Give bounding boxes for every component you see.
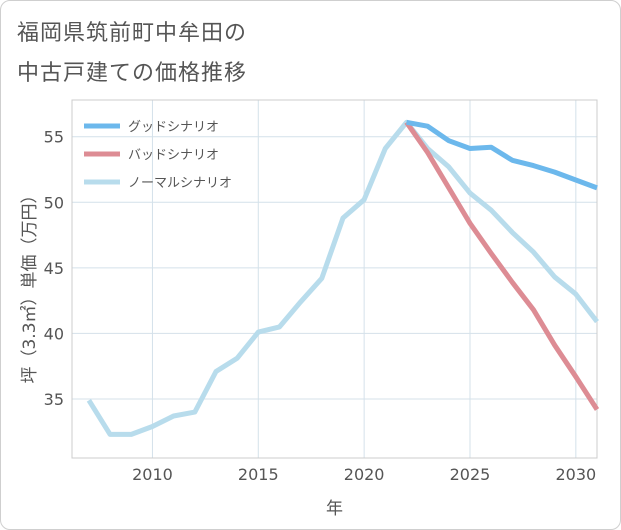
gridlines <box>72 100 597 458</box>
y-tick-label: 35 <box>44 390 64 409</box>
series-lines <box>86 119 600 437</box>
chart-title-line-1: 福岡県筑前町中牟田の <box>17 21 248 46</box>
y-tick-label: 50 <box>44 193 64 212</box>
legend-label: ノーマルシナリオ <box>128 176 232 191</box>
x-tick-label: 2025 <box>450 465 491 484</box>
y-axis-label: 坪（3.3㎡）単価（万円） <box>20 186 40 383</box>
x-tick-label: 2010 <box>132 465 173 484</box>
x-axis-label: 年 <box>326 499 343 519</box>
legend-label: バッドシナリオ <box>128 148 219 163</box>
x-tick-label: 2020 <box>344 465 385 484</box>
y-tick-label: 45 <box>44 259 64 278</box>
x-tick-label: 2030 <box>555 465 596 484</box>
series-line-0 <box>406 119 598 191</box>
series-line-2 <box>86 119 599 437</box>
series-line-1 <box>404 120 600 411</box>
plot-area-border <box>71 99 598 459</box>
y-tick-label: 40 <box>44 324 64 343</box>
chart-title-line-2: 中古戸建ての価格推移 <box>17 61 248 86</box>
legend-label: グッドシナリオ <box>128 120 219 135</box>
tick-labels: 2010 2015 2020 2025 2030 35 40 45 50 55 <box>44 128 597 484</box>
x-tick-label: 2015 <box>238 465 279 484</box>
y-tick-label: 55 <box>44 128 64 147</box>
